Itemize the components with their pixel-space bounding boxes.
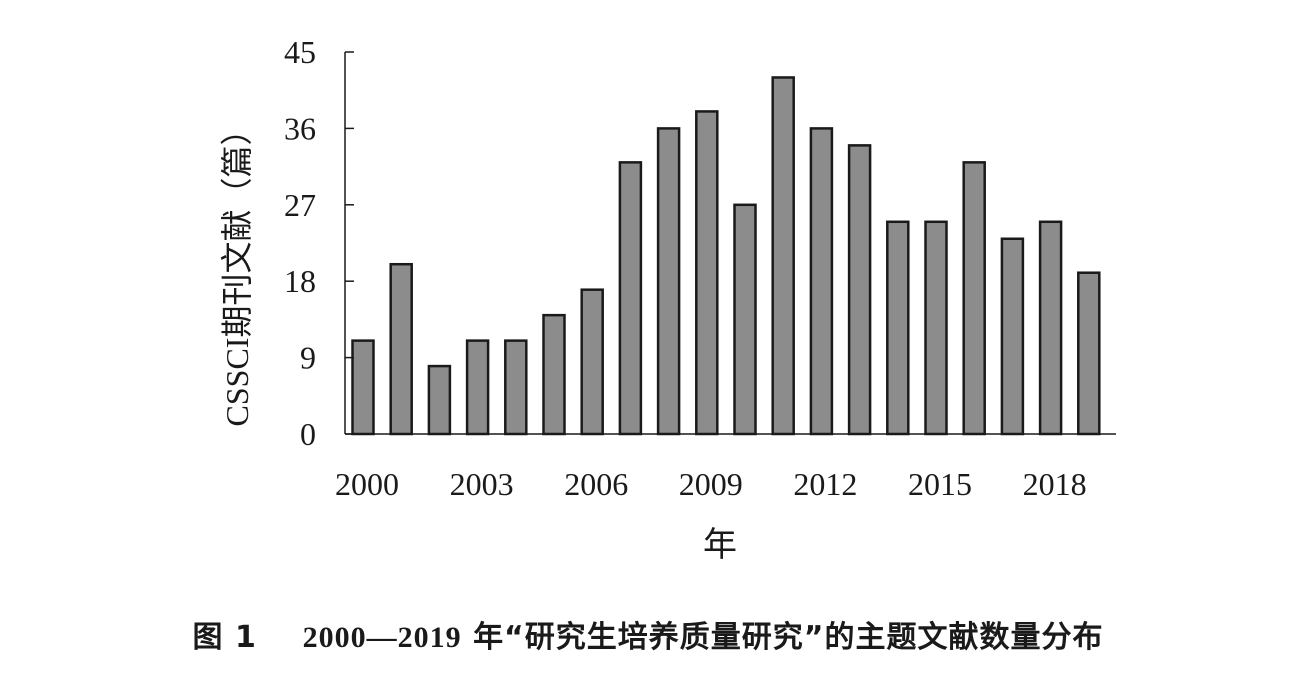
bar-2003 xyxy=(465,339,490,436)
bar-2002 xyxy=(427,364,452,436)
bar-2016 xyxy=(962,161,986,436)
bar-2006 xyxy=(580,288,604,436)
bar-2013 xyxy=(847,144,872,436)
x-tick-label: 2003 xyxy=(450,466,514,502)
axes-layer xyxy=(344,52,1116,435)
y-tick-label: 45 xyxy=(284,34,316,70)
x-tick-label: 2018 xyxy=(1023,466,1087,502)
bar-2010 xyxy=(733,203,757,436)
caption-text: 年“研究生培养质量研究”的主题文献数量分布 xyxy=(473,620,1104,655)
y-tick-label: 27 xyxy=(284,187,316,223)
x-axis-label: 年 xyxy=(703,526,737,564)
x-tick-label: 2000 xyxy=(335,466,399,502)
caption-years: 2000—2019 xyxy=(302,621,462,654)
bar-2009 xyxy=(695,110,719,436)
bar-2015 xyxy=(924,220,948,436)
caption-figure-label: 图 1 xyxy=(192,620,257,655)
bar-2001 xyxy=(389,262,413,436)
bar-2005 xyxy=(542,313,566,436)
x-ticks: 2000 2003 2006 2009 2012 2015 2018 xyxy=(335,466,1087,502)
y-tick-label: 36 xyxy=(284,110,316,146)
y-tick-label: 9 xyxy=(300,340,316,376)
y-ticks: 0 9 18 27 36 45 xyxy=(284,34,354,452)
bar-2014 xyxy=(886,220,910,436)
bar-2019 xyxy=(1077,271,1101,436)
y-tick-label: 0 xyxy=(300,416,316,452)
bar-2012 xyxy=(809,127,834,436)
bar-2004 xyxy=(504,339,528,436)
bars-layer xyxy=(351,76,1101,436)
bar-2018 xyxy=(1038,220,1063,436)
bar-2011 xyxy=(771,76,795,436)
y-axis-label: CSSCI期刊文献（篇） xyxy=(219,114,255,427)
x-tick-label: 2006 xyxy=(564,466,628,502)
bar-2008 xyxy=(656,127,681,436)
x-tick-label: 2015 xyxy=(908,466,972,502)
figure-caption: 图 1 2000—2019 年“研究生培养质量研究”的主题文献数量分布 xyxy=(0,612,1296,656)
x-tick-label: 2012 xyxy=(793,466,857,502)
y-tick-label: 18 xyxy=(284,263,316,299)
x-tick-label: 2009 xyxy=(679,466,743,502)
bar-2007 xyxy=(618,161,643,436)
bar-2017 xyxy=(1000,237,1025,436)
bar-2000 xyxy=(351,339,375,436)
